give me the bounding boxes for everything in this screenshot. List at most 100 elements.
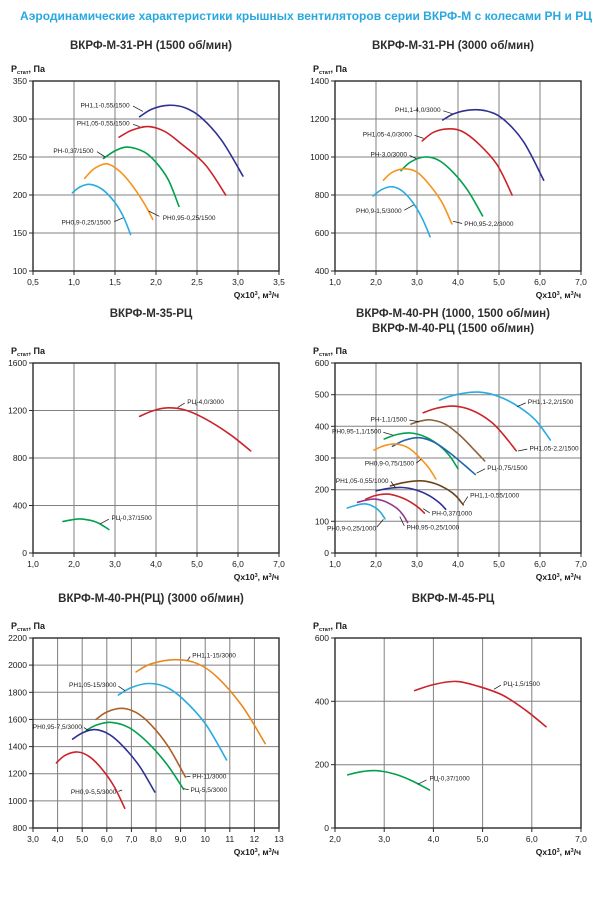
y-tick-label: 600 <box>315 633 329 643</box>
curve-label: РЦ-5,5/3000 <box>191 787 228 794</box>
curve-label-leader <box>493 684 501 690</box>
curve-РН0,9-0,75/1500 <box>373 443 437 480</box>
curve-label: РН-3,0/3000 <box>371 152 408 159</box>
x-tick-label: 12 <box>250 834 260 844</box>
y-tick-label: 0 <box>324 548 329 558</box>
curve-label: РН0,95-1,1/1500 <box>332 429 382 436</box>
curve-label: РН-0,37/1000 <box>432 511 472 518</box>
curve-label: РН0,9-0,25/1500 <box>62 219 112 226</box>
x-tick-label: 1,5 <box>109 277 121 287</box>
curve-РЦ-0,37/1000 <box>347 769 431 791</box>
x-tick-label: 4,0 <box>150 559 162 569</box>
curve-label: РН1,1-2,2/1500 <box>528 399 574 406</box>
curve-label: РН0,9-5,5/3000 <box>71 789 117 796</box>
chart-title: ВКРФ-М-31-РН (1500 об/мин) <box>70 40 232 52</box>
y-tick-label: 400 <box>315 421 329 431</box>
x-tick-label: 1,0 <box>27 559 39 569</box>
curve-label: РН-1,1/1500 <box>371 417 408 424</box>
x-tick-label: 3,5 <box>273 277 285 287</box>
y-tick-label: 1800 <box>8 687 27 697</box>
curve-label: РН0,95-2,2/3000 <box>464 221 514 228</box>
x-tick-label: 5,0 <box>493 277 505 287</box>
curve-label: РН0,9-1,5/3000 <box>356 208 402 215</box>
curve-РН1,1-2,2/1500 <box>438 391 552 441</box>
curve-label-leader <box>148 210 160 217</box>
curve-label-leader <box>132 123 140 127</box>
curve-label: РН1,1-15/3000 <box>192 652 236 659</box>
x-tick-label: 11 <box>225 834 234 844</box>
chart-title-block: ВКРФ-М-45-РЦ <box>307 585 599 616</box>
chart-title: ВКРФ-М-40-РЦ (1500 об/мин) <box>371 323 535 335</box>
curve-label: РН0,9-0,75/1500 <box>365 461 415 468</box>
chart-title-block: ВКРФ-М-40-РН(РЦ) (3000 об/мин) <box>5 585 297 616</box>
curve-РН-0,37/1500 <box>102 146 180 208</box>
y-tick-label: 1200 <box>310 114 329 124</box>
chart-vkrf-m-31-rn-3000: ВКРФ-М-31-РН (3000 об/мин) 1,0 2,0 3,0 4,0 5,… <box>302 36 604 303</box>
curve-label-leader <box>422 508 430 514</box>
x-axis-label: Qx103, м3/ч <box>536 290 581 300</box>
curve-label: РЦ-0,37/1500 <box>112 515 153 522</box>
curve-label: РЦ-0,37/1000 <box>430 776 471 783</box>
curve-РН0,95-0,25/1000 <box>356 498 409 524</box>
chart-title: ВКРФ-М-45-РЦ <box>411 593 495 605</box>
y-axis-label: Pстат, Па <box>11 64 46 76</box>
curve-label: РН1,1-4,0/3000 <box>395 107 441 114</box>
y-tick-label: 1200 <box>8 406 27 416</box>
curve-label: РН-0,37/1500 <box>53 148 93 155</box>
chart-title: ВКРФ-М-40-РН (1000, 1500 об/мин) <box>356 308 550 320</box>
chart-vkrf-m-31-rn-1500: ВКРФ-М-31-РН (1500 об/мин) 0,5 1,0 1,5 2,0 2,… <box>0 36 302 303</box>
curve-label-leader <box>409 155 417 159</box>
curve-РН0,9-0,25/1500 <box>71 183 132 236</box>
y-tick-label: 2000 <box>8 660 27 670</box>
curve-РН1,1-0,55/1000 <box>389 479 465 506</box>
curve-РН1,05-0,55/1500 <box>118 125 227 196</box>
x-tick-label: 3,0 <box>232 277 244 287</box>
curve-label-leader <box>183 788 189 791</box>
curve-label: РН0,95-0,25/1500 <box>163 215 216 222</box>
chart-vkrf-m-35-rc: ВКРФ-М-35-РЦ 1,0 2,0 3,0 4,0 5,0 6,0 7,0 0 400 800… <box>0 303 302 585</box>
x-tick-label: 4,0 <box>427 834 439 844</box>
curve-label: РЦ-0,75/1500 <box>487 465 528 472</box>
curve-РН-3,0/3000 <box>400 156 484 217</box>
chart-title-block: ВКРФ-М-31-РН (1500 об/мин) <box>5 36 297 59</box>
curve-label: РН-11/3000 <box>192 773 227 780</box>
y-tick-label: 800 <box>315 190 329 200</box>
x-tick-label: 3,0 <box>411 277 423 287</box>
curve-РН1,05-15/3000 <box>117 682 228 761</box>
curve-label-leader <box>118 789 123 792</box>
curve-label: РЦ-1,5/1500 <box>503 681 540 688</box>
curve-label-leader <box>83 727 90 732</box>
x-tick-label: 3,0 <box>378 834 390 844</box>
plot-frame <box>334 637 582 829</box>
x-tick-label: 0,5 <box>27 277 39 287</box>
curve-label-leader <box>118 685 126 692</box>
y-tick-label: 1400 <box>310 76 329 86</box>
y-axis-label: Pстат, Па <box>313 64 348 76</box>
x-tick-label: 6,0 <box>534 277 546 287</box>
x-tick-label: 9,0 <box>175 834 187 844</box>
chart-title-block: ВКРФ-М-40-РН (1000, 1500 об/мин) ВКРФ-М-4… <box>307 303 599 341</box>
y-axis-label: Pстат, Па <box>313 346 348 358</box>
chart-row: ВКРФ-М-40-РН(РЦ) (3000 об/мин) 3,0 4,0 5,0 6… <box>0 585 612 860</box>
curve-РН1,1-0,55/1500 <box>138 104 244 177</box>
curve-РН1,1-15/3000 <box>135 658 266 745</box>
curve-РН-11/3000 <box>95 707 187 778</box>
curve-РН0,95-1,1/1500 <box>383 432 459 470</box>
curve-label-leader <box>187 656 191 661</box>
y-tick-label: 300 <box>13 114 27 124</box>
curve-label: РН1,05-0,55/1000 <box>336 478 389 485</box>
curve-label-leader <box>376 519 384 528</box>
curve-РН1,1-4,0/3000 <box>442 108 545 181</box>
x-tick-label: 5,0 <box>493 559 505 569</box>
y-tick-label: 0 <box>324 823 329 833</box>
y-tick-label: 500 <box>315 390 329 400</box>
plot-vkrf-m-31-rn-1500: 0,5 1,0 1,5 2,0 2,5 3,0 3,5 100 150 200 250 300 350P… <box>11 64 285 300</box>
plot-vkrf-m-35-rc: 1,0 2,0 3,0 4,0 5,0 6,0 7,0 0 400 800 1200 1600Pста… <box>8 346 285 582</box>
curve-label-leader <box>417 779 427 785</box>
y-tick-label: 400 <box>13 501 27 511</box>
y-tick-label: 1400 <box>8 742 27 752</box>
curve-label-leader <box>476 468 486 474</box>
x-tick-label: 6,0 <box>232 559 244 569</box>
chart-title: ВКРФ-М-35-РЦ <box>109 308 193 320</box>
y-tick-label: 600 <box>315 358 329 368</box>
